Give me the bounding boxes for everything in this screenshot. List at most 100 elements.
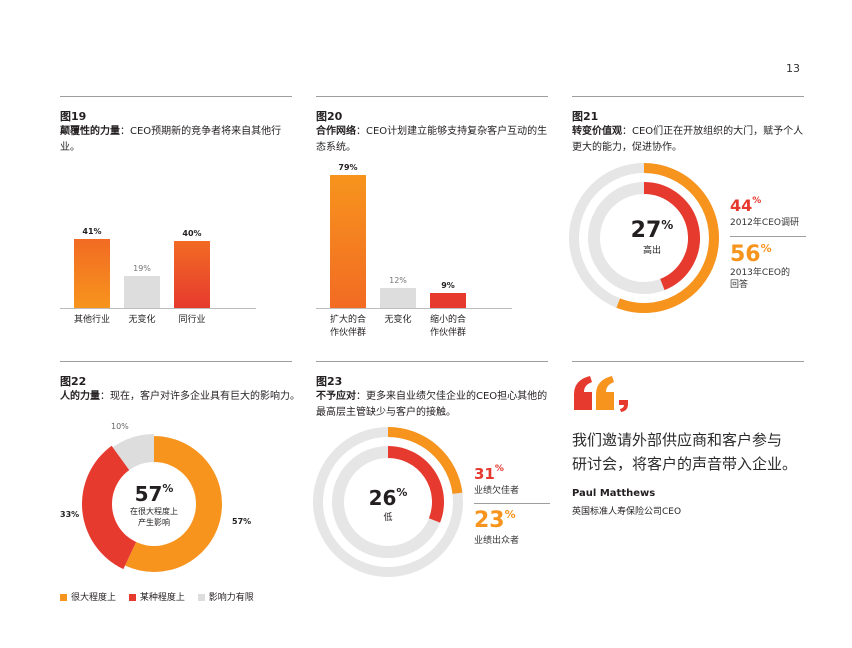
fig23-title-bold: 不予应对 [316, 391, 356, 402]
fig19-bar-2 [174, 240, 210, 308]
fig21-inner-arc [643, 182, 700, 291]
fig19-bar-value-2: 40% [182, 228, 202, 238]
fig22-legend-swatch-limited [197, 594, 205, 601]
fig20-baseline [316, 308, 512, 309]
fig22: 图22 人的力量：现在，客户对许多企业具有巨大的影响力。 [60, 373, 300, 405]
quote-text: 我们邀请外部供应商和客户参与 研讨会，将客户的声音带入企业。 [572, 428, 812, 476]
fig23-legend-rule [474, 503, 550, 504]
fig19-category-1: 无变化 [115, 314, 169, 327]
quote-line-2: 研讨会，将客户的声音带入企业。 [572, 455, 798, 473]
fig22-legend-swatch-large [60, 594, 67, 601]
fig21-legend1-pct: % [752, 196, 762, 206]
fig23-legend2: 23% 业绩出众者 [474, 508, 519, 546]
fig23-center-pct: % [396, 486, 408, 499]
fig20: 图20 合作网络：CEO计划建立能够支持复杂客户互动的生态系统。 [316, 108, 552, 156]
fig21-legend2: 56% 2013年CEO的 回答 [730, 242, 790, 291]
fig21-legend2-label-1: 2013年CEO的 [730, 268, 790, 278]
fig23-legend2-label: 业绩出众者 [474, 536, 520, 546]
fig20-number: 图20 [316, 110, 343, 123]
rule-top-3 [572, 96, 804, 97]
fig19-bar-value-0: 41% [82, 227, 102, 237]
fig22-legend-item-large: 很大程度上 [60, 593, 116, 603]
fig22-title-rest: ：现在，客户对许多企业具有巨大的影响力。 [100, 391, 300, 402]
fig22-label-limited: 10% [111, 422, 129, 431]
fig20-bar-1 [380, 287, 416, 308]
fig22-legend-label-limited: 影响力有限 [208, 593, 254, 603]
fig22-center-label-2: 产生影响 [138, 518, 170, 527]
fig23-legend2-value: 23 [474, 508, 505, 533]
fig22-caption: 人的力量：现在，客户对许多企业具有巨大的影响力。 [60, 389, 300, 405]
fig21-outer-arc [616, 163, 719, 313]
fig20-caption: 合作网络：CEO计划建立能够支持复杂客户互动的生态系统。 [316, 124, 552, 156]
fig23-center: 26% 低 [352, 486, 424, 523]
fig21-number: 图21 [572, 110, 599, 123]
page-number: 13 [786, 62, 800, 75]
fig20-category-0-line-0: 扩大的合 [329, 315, 366, 325]
fig22-center-pct: % [162, 482, 174, 495]
fig20-category-2-line-0: 缩小的合 [429, 315, 466, 325]
fig21-legend2-pct: % [760, 242, 772, 255]
fig20-category-2-line-1: 作伙伴群 [429, 328, 466, 338]
fig21-legend-rule [730, 236, 806, 237]
rule-mid-3 [572, 361, 804, 362]
fig22-number: 图22 [60, 375, 87, 388]
fig22-legend-swatch-some [128, 594, 136, 601]
fig22-label-large: 57% [232, 517, 252, 526]
fig19-category-0-line-0: 其他行业 [73, 315, 110, 325]
fig23-legend1-pct: % [494, 464, 504, 474]
fig22-center-label-1: 在很大程度上 [130, 507, 178, 516]
fig21-center-label: 高出 [642, 246, 661, 256]
fig23-title-rest: ：更多来自业绩欠佳企业的CEO担心其他的最高层主管缺少与客户的接触。 [316, 391, 548, 418]
fig21-center: 27% 高出 [608, 218, 696, 256]
fig22-title-bold: 人的力量 [60, 391, 100, 402]
fig23-inner-arc [387, 446, 444, 523]
fig23-center-value-wrap: 26% [352, 486, 424, 510]
fig23-legend2-pct: % [504, 508, 516, 521]
fig20-category-0: 扩大的合 作伙伴群 [321, 314, 375, 340]
fig22-legend-label-large: 很大程度上 [71, 593, 117, 603]
fig21-legend1-label: 2012年CEO调研 [730, 218, 799, 228]
fig21: 图21 转变价值观：CEO们正在开放组织的大门，赋予个人更大的能力，促进协作。 [572, 108, 808, 156]
fig21-legend1-value: 44 [730, 196, 753, 215]
fig22-center-value: 57 [134, 482, 163, 506]
fig22-hole [112, 462, 196, 546]
fig21-legend1: 44% 2012年CEO调研 [730, 196, 799, 228]
fig23-caption: 不予应对：更多来自业绩欠佳企业的CEO担心其他的最高层主管缺少与客户的接触。 [316, 389, 556, 421]
fig21-legend2-value: 56 [730, 242, 761, 267]
fig22-legend-label-some: 某种程度上 [139, 593, 185, 603]
fig20-bar-value-0: 79% [338, 163, 358, 173]
fig23-center-label: 低 [383, 513, 393, 523]
quote-author: Paul Matthews [572, 488, 656, 499]
fig20-title-bold: 合作网络 [316, 126, 356, 137]
fig21-center-pct: % [661, 218, 674, 232]
fig20-bar-value-2: 9% [441, 280, 455, 290]
rule-top-2 [316, 96, 548, 97]
fig20-bar-0 [330, 175, 366, 308]
fig21-center-value-wrap: 27% [608, 218, 696, 243]
fig22-label-some: 33% [60, 510, 80, 519]
fig22-donut [81, 434, 222, 572]
fig19-bar-value-1: 19% [133, 264, 151, 274]
fig22-legend: 很大程度上 某种程度上 影响力有限 [60, 590, 254, 603]
fig20-category-1-line-0: 无变化 [384, 315, 412, 325]
fig23: 图23 不予应对：更多来自业绩欠佳企业的CEO担心其他的最高层主管缺少与客户的接… [316, 373, 556, 421]
rule-top-1 [60, 96, 292, 97]
rule-mid-1 [60, 361, 292, 362]
fig19-chart: 41% 其他行业 19% 无变化 40% 同行业 [60, 200, 300, 340]
fig22-legend-item-some: 某种程度上 [128, 593, 185, 603]
quote-mark-icon [574, 376, 628, 412]
fig23-legend1-label: 业绩欠佳者 [474, 486, 520, 496]
fig22-center-value-wrap: 57% [114, 482, 194, 506]
fig20-bar-2 [430, 292, 466, 308]
fig22-legend-item-limited: 影响力有限 [197, 593, 254, 603]
fig21-title-rest: ：CEO们正在开放组织的大门，赋予个人更大的能力，促进协作。 [572, 126, 804, 153]
quote-author-title: 英国标准人寿保险公司CEO [572, 507, 682, 517]
fig21-donut [569, 163, 719, 313]
fig19-category-1-line-0: 无变化 [128, 315, 156, 325]
fig22-center: 57% 在很大程度上 产生影响 [114, 482, 194, 528]
fig19: 图19 颠覆性的力量：CEO预期新的竞争者将来自其他行业。 [60, 108, 300, 156]
fig23-donut [313, 427, 463, 577]
fig20-category-1: 无变化 [371, 314, 425, 327]
fig19-bar-1 [124, 276, 160, 308]
fig19-caption: 颠覆性的力量：CEO预期新的竞争者将来自其他行业。 [60, 124, 300, 156]
